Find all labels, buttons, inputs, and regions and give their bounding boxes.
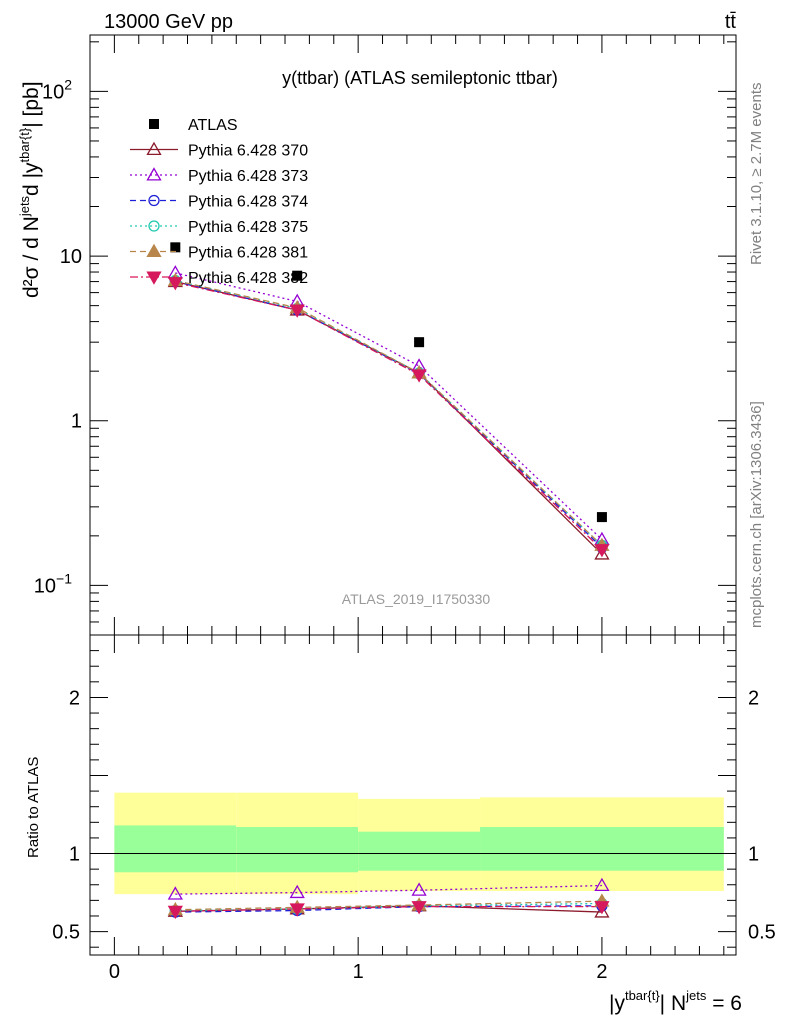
main-y-tick-label-3: 10−1 — [34, 570, 72, 597]
plot-title: y(ttbar) (ATLAS semileptonic ttbar) — [282, 68, 558, 88]
ratio-y-tick-label-right-0: 2 — [748, 687, 759, 709]
legend-label-2: Pythia 6.428 373 — [188, 168, 308, 185]
main-y-label-sup1: jets — [17, 195, 32, 217]
ratio-series-line-5 — [175, 905, 602, 912]
x-label-part1: |y — [609, 992, 625, 1015]
legend-marker-4 — [148, 220, 160, 232]
main-point-0-3 — [596, 512, 607, 523]
x-label-part3: = 6 — [706, 992, 742, 1015]
ratio-point-1-1 — [289, 884, 305, 899]
ratio-y-tick-label-left-1: 1 — [69, 844, 80, 866]
ratio-series-markers — [167, 877, 610, 920]
legend-marker-3 — [148, 194, 160, 207]
main-point-0-0 — [170, 242, 181, 253]
rivet-version-label: Rivet 3.1.10, ≥ 2.7M events — [748, 83, 765, 266]
ratio-y-tick-label-left-0: 2 — [69, 687, 80, 709]
ratio-series-lines — [175, 884, 602, 913]
ratio-axis-ticks: 2 2 1 1 0.5 0.5 — [52, 634, 776, 948]
main-point-6-2 — [411, 369, 427, 383]
legend-label-5: Pythia 6.428 381 — [188, 245, 308, 262]
x-label-sup1: tbar{t} — [625, 988, 660, 1003]
ratio-point-5-0 — [167, 905, 183, 920]
legend-label-6: Pythia 6.428 382 — [188, 270, 308, 287]
legend-marker-5 — [146, 243, 162, 258]
main-y-tick-label-1: 10 — [60, 246, 82, 268]
ratio-point-1-0 — [167, 886, 183, 900]
main-point-1-3 — [594, 546, 610, 560]
ratio-series-line-2 — [175, 905, 602, 913]
main-y-tick-base: 10 — [34, 575, 56, 597]
ratio-point-5-3 — [594, 901, 610, 915]
main-y-tick-base: 10 — [60, 246, 82, 268]
legend-marker-6 — [146, 271, 162, 285]
main-y-label-part3: | [pb] — [20, 81, 43, 127]
main-point-6-0 — [167, 277, 183, 291]
x-tick-label-0: 0 — [109, 961, 120, 983]
legend-label-0: ATLAS — [188, 117, 238, 134]
x-axis-ticks: 0 1 2 — [89, 35, 725, 983]
legend-label-3: Pythia 6.428 374 — [188, 194, 308, 211]
main-y-tick-label-2: 1 — [71, 411, 82, 433]
ratio-point-5-1 — [289, 903, 305, 917]
ratio-panel-frame — [89, 634, 737, 956]
ratio-y-tick-label-right-1: 1 — [748, 844, 759, 866]
main-y-tick-base: 1 — [71, 411, 82, 433]
ratio-point-0-3 — [594, 904, 610, 918]
mcplots-credit-label: mcplots.cern.ch [arXiv:1306.3436] — [748, 401, 765, 628]
ratio-band-inner-1 — [236, 827, 359, 873]
analysis-watermark: ATLAS_2019_I1750330 — [342, 591, 491, 607]
main-y-label-part1: d²σ / d N — [20, 216, 43, 298]
legend-label-4: Pythia 6.428 375 — [188, 219, 308, 236]
main-y-tick-exp: −1 — [56, 570, 72, 586]
legend-marker-0 — [149, 119, 159, 129]
main-y-tick-exp: 2 — [64, 76, 72, 92]
main-y-label-sup2: tbar{t} — [17, 127, 32, 162]
main-point-6-3 — [594, 544, 610, 558]
main-y-tick-label-0: 102 — [42, 76, 72, 103]
ratio-band-inner-2 — [358, 831, 481, 871]
main-y-tick-base: 10 — [42, 81, 64, 103]
x-axis-label: |ytbar{t}| Njets = 6 — [609, 988, 742, 1015]
legend-marker-2 — [146, 167, 162, 181]
main-y-label-part2: d |y — [20, 162, 43, 196]
ratio-band-inner-3 — [480, 827, 724, 871]
legend-label-1: Pythia 6.428 370 — [188, 143, 308, 160]
main-point-6-1 — [289, 304, 305, 318]
ratio-y-tick-label-left-2: 0.5 — [52, 922, 80, 944]
ratio-series-line-4 — [175, 900, 602, 911]
ratio-point-1-3 — [594, 877, 610, 892]
main-y-axis-label: d²σ / d Njetsd |ytbar{t}| [pb] — [17, 81, 43, 298]
ratio-band-inner-0 — [114, 825, 237, 873]
x-label-sup2: jets — [685, 988, 707, 1003]
main-series-line-5 — [175, 279, 603, 546]
x-tick-label-2: 2 — [596, 961, 607, 983]
ratio-y-axis-label: Ratio to ATLAS — [25, 757, 42, 858]
ratio-y-tick-label-right-2: 0.5 — [748, 922, 776, 944]
ratio-point-5-2 — [411, 901, 427, 915]
main-series-line-6 — [175, 281, 603, 551]
main-series-markers — [167, 242, 610, 560]
ratio-series-line-1 — [175, 884, 602, 895]
header-energy-label: 13000 GeV pp — [104, 11, 233, 33]
legend: ATLAS Pythia 6.428 370 Pythia 6.428 373 Pyt… — [130, 117, 308, 287]
header-process-label: tt̄ — [725, 11, 737, 33]
ratio-uncertainty-bands — [114, 792, 724, 895]
main-point-0-1 — [292, 270, 303, 281]
x-label-part2: | N — [660, 992, 686, 1015]
x-tick-label-1: 1 — [353, 961, 364, 983]
legend-marker-1 — [146, 141, 162, 156]
ratio-point-1-2 — [411, 882, 427, 896]
main-point-0-2 — [414, 337, 425, 348]
main-series-lines — [175, 272, 603, 555]
